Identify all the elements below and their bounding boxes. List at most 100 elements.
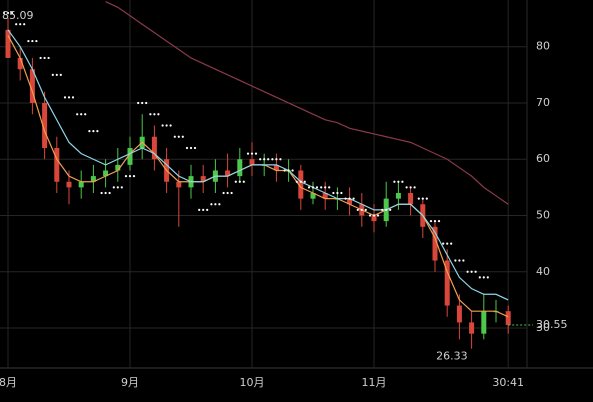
sar-dot — [71, 96, 75, 99]
sar-dot — [202, 208, 205, 211]
sar-dot — [425, 197, 428, 200]
max-price-label: 85.09 — [2, 9, 34, 22]
candle-body — [395, 193, 401, 199]
sar-dot — [283, 169, 286, 172]
sar-dot — [59, 73, 62, 76]
candle-body — [78, 181, 84, 188]
sar-dot — [275, 158, 278, 161]
candle-body — [371, 215, 377, 222]
candle-body — [432, 226, 438, 261]
sar-dot — [340, 191, 343, 195]
sar-dot — [421, 197, 424, 200]
sar-dot — [226, 191, 229, 195]
sar-dot — [145, 101, 148, 105]
sar-dot — [442, 242, 445, 245]
sar-dot — [478, 276, 481, 279]
sar-dot — [433, 220, 437, 223]
sar-dot — [437, 220, 441, 223]
sar-dot — [482, 276, 485, 279]
sar-dot — [169, 124, 172, 127]
sar-dot — [307, 186, 311, 189]
x-tick-label: 11月 — [362, 376, 387, 389]
sar-dot — [291, 169, 294, 172]
candle-body — [322, 193, 328, 199]
candle-body — [505, 311, 511, 325]
sar-dot — [76, 113, 79, 116]
candle-body — [17, 57, 23, 70]
sar-dot — [222, 191, 225, 195]
sar-dot — [35, 39, 38, 43]
sar-dot — [238, 180, 241, 183]
sar-dot — [214, 203, 217, 206]
sar-dot — [267, 158, 270, 161]
sar-dot — [39, 56, 42, 60]
sar-dot — [474, 270, 477, 273]
sar-dot — [303, 180, 306, 183]
sar-dot — [173, 135, 176, 138]
sar-dot — [336, 191, 339, 195]
sar-dot — [450, 242, 453, 245]
sar-dot — [324, 186, 327, 189]
sar-dot — [120, 186, 123, 189]
sar-dot — [137, 101, 140, 105]
sar-dot — [299, 180, 302, 183]
sar-dot — [368, 214, 372, 217]
sar-dot — [153, 113, 156, 116]
sar-dot — [429, 220, 433, 223]
sar-dot — [348, 197, 351, 200]
sar-dot — [128, 175, 132, 178]
sar-dot — [385, 208, 388, 211]
candle-body — [5, 29, 11, 58]
sar-dot — [246, 152, 250, 155]
moving-average-line — [7, 29, 509, 301]
last-price-label: 30.55 — [536, 318, 568, 331]
candle-body — [249, 159, 255, 165]
sar-dot — [124, 175, 128, 178]
sar-dot — [19, 23, 22, 26]
x-tick-label: 9月 — [121, 376, 139, 389]
x-tick-label: 10月 — [240, 376, 265, 389]
candle-body — [456, 305, 462, 323]
sar-dot — [198, 208, 201, 211]
y-tick-label: 60 — [536, 152, 550, 165]
y-tick-label: 30 — [536, 321, 550, 334]
sar-dot — [84, 113, 87, 116]
sar-dot — [165, 124, 168, 127]
sar-dot — [454, 259, 457, 262]
sar-dot — [230, 191, 233, 195]
candle-body — [347, 198, 353, 205]
sar-dot — [352, 197, 355, 200]
sar-dot — [177, 135, 180, 138]
candle-body — [115, 164, 121, 171]
sar-dot — [254, 152, 258, 155]
sar-dot — [193, 146, 197, 150]
candle-body — [90, 176, 96, 182]
candle-body — [273, 164, 279, 171]
candle-body — [444, 260, 450, 306]
sar-dot — [112, 186, 115, 189]
sar-dot — [413, 186, 416, 189]
x-tick-label: 8月 — [0, 376, 17, 389]
candle-body — [66, 181, 72, 188]
sar-dot — [96, 130, 99, 133]
sar-dot — [486, 276, 489, 279]
sar-dot — [311, 186, 315, 189]
sar-dot — [287, 169, 290, 172]
sar-dot — [2, 11, 6, 15]
sar-dot — [401, 180, 404, 183]
candle-body — [310, 193, 316, 199]
min-price-label: 26.33 — [436, 350, 468, 363]
candle-body — [29, 69, 35, 103]
sar-dot — [132, 175, 136, 178]
candle-body — [469, 322, 475, 334]
sar-dot — [372, 214, 376, 217]
sar-dot — [47, 56, 50, 60]
candle-body — [127, 147, 133, 165]
y-tick-label: 50 — [536, 209, 550, 222]
x-tick-label: 30:41 — [492, 376, 524, 389]
sar-dot — [405, 186, 408, 189]
sar-dot — [389, 208, 392, 211]
sar-dot — [446, 242, 449, 245]
sar-dot — [376, 214, 380, 217]
